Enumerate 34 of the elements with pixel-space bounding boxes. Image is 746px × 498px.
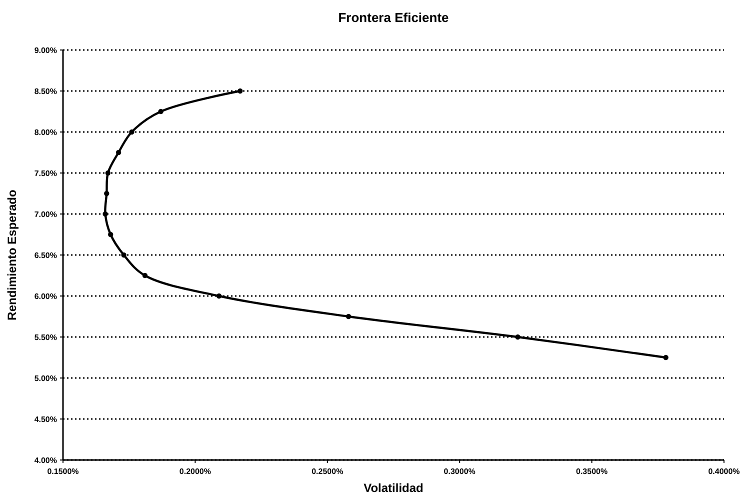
y-tick-label: 5.00%: [34, 374, 57, 383]
y-tick-label: 4.00%: [34, 456, 57, 465]
y-tick-label: 4.50%: [34, 414, 57, 424]
y-tick-label: 8.50%: [34, 86, 57, 96]
x-tick-label: 0.1500%: [47, 467, 79, 476]
point: [158, 108, 164, 114]
y-tick-label: 7.50%: [34, 168, 57, 178]
point: [238, 88, 243, 94]
chart-title: Frontera Eficiente: [338, 10, 449, 25]
y-axis-title: Rendimiento Esperado: [5, 190, 19, 320]
x-tick-label: 0.4000%: [708, 467, 740, 476]
point: [346, 314, 352, 320]
y-tick-label: 9.00%: [34, 46, 57, 55]
point: [108, 232, 114, 238]
point: [515, 334, 520, 340]
point: [116, 150, 122, 156]
y-tick-label: 6.00%: [34, 292, 57, 301]
point: [121, 252, 126, 258]
point: [105, 170, 111, 176]
point: [216, 293, 222, 299]
point: [102, 211, 108, 217]
x-axis-title: Volatilidad: [364, 481, 424, 495]
point: [142, 272, 148, 278]
x-tick-label: 0.2500%: [312, 467, 344, 476]
x-tick-label: 0.3000%: [444, 467, 476, 476]
y-tick-label: 6.50%: [34, 250, 57, 260]
y-tick-label: 5.50%: [34, 332, 57, 342]
x-tick-label: 0.3500%: [576, 467, 608, 476]
x-tick-label: 0.2000%: [179, 467, 211, 476]
y-tick-label: 7.00%: [34, 210, 57, 219]
point: [663, 354, 668, 360]
point: [104, 190, 110, 196]
y-tick-label: 8.00%: [34, 128, 57, 137]
point: [129, 129, 134, 135]
